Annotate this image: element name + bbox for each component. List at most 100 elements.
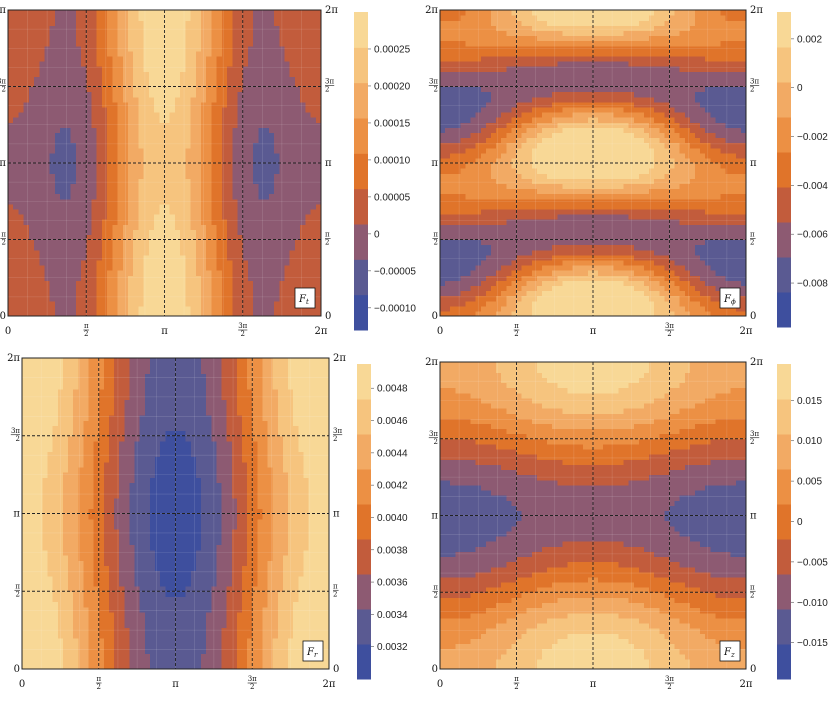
colorbar-label: 0.0044 (377, 448, 408, 459)
tick-label-y-right: π (333, 582, 338, 590)
tick-label-y-right-den: 2 (325, 239, 329, 247)
tick-label-x: 0 (19, 679, 25, 690)
tick-label-y-right-den: 2 (333, 435, 337, 443)
colorbar-band (777, 469, 791, 505)
colorbar-band (777, 222, 791, 258)
tick-label-y-left-den: 2 (434, 239, 438, 247)
colorbar-label: −0.015 (797, 638, 828, 649)
heatmap-cells (22, 358, 330, 670)
colorbar-band (777, 12, 791, 48)
colorbar-band (354, 82, 368, 119)
plot-frame (439, 361, 747, 670)
tick-label-y-right-den: 2 (333, 590, 337, 598)
colorbar-label: 0.0032 (377, 642, 408, 653)
colorbar-label: 0.005 (797, 477, 822, 488)
colorbar-label: 0.0048 (377, 384, 408, 395)
tick-label-x: π (161, 326, 168, 337)
colorbar-label: −0.004 (797, 181, 828, 192)
tick-label-x-den: 2 (97, 683, 101, 691)
colorbar-band (354, 188, 368, 225)
colorbar-band (357, 609, 371, 645)
tick-label-y-left: 2π (0, 5, 6, 16)
tick-label-y-right: 2π (750, 357, 763, 368)
colorbar-band (357, 399, 371, 435)
tick-label-x-den: 2 (667, 330, 671, 338)
tick-label-y-right-den: 2 (750, 438, 754, 446)
colorbar-label: 0.00010 (374, 155, 411, 166)
colorbar-label: 0.0042 (377, 481, 408, 492)
colorbar-band (777, 152, 791, 188)
colorbar-label: 0.015 (797, 396, 822, 407)
colorbar-band (357, 574, 371, 610)
tick-label-y-right: 0 (750, 664, 756, 675)
tick-label-y-left: π (431, 511, 438, 522)
tick-label-x: 3π (665, 322, 674, 330)
tick-label-x-den: 2 (514, 683, 518, 691)
tick-label-x: π (590, 326, 597, 337)
colorbar-band (354, 294, 368, 331)
colorbar: 0.002 0 −0.002 −0.004 −0.006 −0.008 (777, 12, 828, 328)
tick-label-y-left: π (0, 158, 6, 169)
tick-label-x: π (514, 322, 519, 330)
colorbar-band (354, 118, 368, 154)
tick-label-x: π (96, 675, 101, 683)
heatmap-cells (440, 10, 747, 317)
tick-label-x: 0 (437, 679, 443, 690)
tick-label-x-den: 2 (514, 330, 518, 338)
tick-label-y-right: π (325, 158, 332, 169)
colorbar-band (354, 47, 368, 84)
tick-label-x-den: 2 (241, 330, 245, 338)
plot-frame (21, 357, 330, 670)
tick-label-x: π (590, 679, 597, 690)
tick-label-x: 3π (248, 675, 257, 683)
tick-label-y-left: π (433, 583, 438, 591)
tick-label-y-left: 2π (7, 353, 20, 364)
tick-label-y-right: 2π (333, 353, 346, 364)
tick-label-y-left: π (13, 509, 20, 520)
tick-label-y-right: π (750, 511, 757, 522)
panel-label: Fr (306, 647, 318, 659)
colorbar: 0.015 0.010 0.005 0 −0.005 −0.010 −0.015 (777, 364, 828, 680)
colorbar-label: 0.00015 (374, 118, 411, 129)
tick-label-x: 3π (238, 322, 247, 330)
colorbar-band (357, 539, 371, 575)
panel-label-box (302, 640, 324, 662)
tick-label-y-left: 0 (432, 664, 438, 675)
tick-label-y-left: 0 (432, 311, 438, 322)
heatmap-cells (440, 362, 747, 670)
tick-label-x-den: 2 (667, 683, 671, 691)
tick-label-y-right: 0 (333, 664, 339, 675)
colorbar-band (777, 82, 791, 118)
tick-label-y-left: 2π (425, 5, 438, 16)
colorbar-band (777, 364, 791, 400)
heatmap-cells (8, 10, 322, 317)
colorbar-band (777, 539, 791, 575)
colorbar-label: −0.006 (797, 230, 828, 241)
colorbar-label: 0.002 (797, 34, 822, 45)
colorbar-band (357, 644, 371, 680)
tick-label-y-left: 3π (11, 427, 20, 435)
tick-label-x: 2π (740, 326, 753, 337)
tick-label-x-den: 2 (84, 330, 88, 338)
tick-label-y-left-den: 2 (434, 438, 438, 446)
tick-label-y-right-den: 2 (750, 239, 754, 247)
colorbar-band (777, 644, 791, 680)
tick-label-y-right: π (750, 158, 757, 169)
tick-label-y-right: π (750, 231, 755, 239)
colorbar-band (357, 364, 371, 400)
colorbar-band (354, 12, 368, 48)
panel-label-box (719, 287, 741, 309)
colorbar-band (354, 224, 368, 260)
colorbar: 0.00025 0.00020 0.00015 0.00010 0.00005 0 −0.0… (354, 12, 416, 331)
tick-label-y-right: π (333, 509, 340, 520)
tick-label-y-left-den: 2 (434, 591, 438, 599)
panel-label: Fz (723, 647, 735, 659)
colorbar-label: 0 (797, 83, 803, 94)
colorbar-band (777, 574, 791, 610)
tick-label-y-right: π (325, 231, 330, 239)
tick-label-x: 3π (665, 675, 674, 683)
tick-label-y-right: 3π (325, 78, 334, 86)
